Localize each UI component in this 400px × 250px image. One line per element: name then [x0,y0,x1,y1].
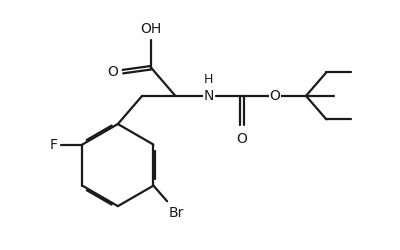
Text: N: N [204,89,214,103]
Text: Br: Br [169,206,184,220]
Text: O: O [236,132,247,146]
Text: H: H [204,73,213,86]
Text: OH: OH [140,22,162,36]
Text: O: O [269,89,280,103]
Text: F: F [50,138,58,151]
Text: O: O [107,64,118,78]
